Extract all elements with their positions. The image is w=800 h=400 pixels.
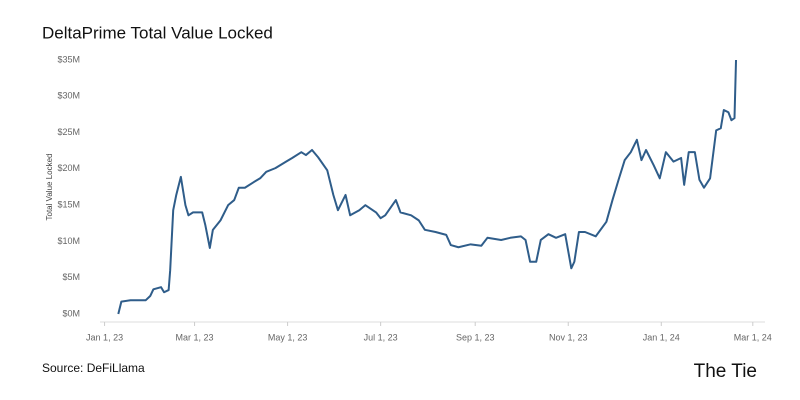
y-tick-label: $15M bbox=[57, 200, 80, 210]
y-tick-label: $20M bbox=[57, 163, 80, 173]
x-tick-label: Mar 1, 23 bbox=[176, 332, 214, 342]
y-tick-label: $35M bbox=[57, 54, 80, 64]
x-tick-label: Sep 1, 23 bbox=[456, 332, 495, 342]
y-tick-label: $30M bbox=[57, 91, 80, 101]
x-tick-label: Nov 1, 23 bbox=[549, 332, 588, 342]
chart-title: DeltaPrime Total Value Locked bbox=[42, 23, 273, 42]
brand-logo: The Tie bbox=[694, 361, 757, 382]
y-axis-label: Total Value Locked bbox=[45, 153, 54, 220]
y-tick-label: $10M bbox=[57, 236, 80, 246]
x-tick-label: Jan 1, 24 bbox=[643, 332, 680, 342]
y-tick-label: $0M bbox=[62, 308, 80, 318]
y-tick-label: $25M bbox=[57, 127, 80, 137]
y-tick-label: $5M bbox=[62, 272, 80, 282]
source: Source: DeFiLlama bbox=[42, 361, 145, 375]
x-tick-label: Jul 1, 23 bbox=[364, 332, 398, 342]
x-tick-label: May 1, 23 bbox=[268, 332, 308, 342]
tvl-line bbox=[117, 59, 738, 315]
x-tick-label: Mar 1, 24 bbox=[734, 332, 772, 342]
x-tick-label: Jan 1, 23 bbox=[86, 332, 123, 342]
